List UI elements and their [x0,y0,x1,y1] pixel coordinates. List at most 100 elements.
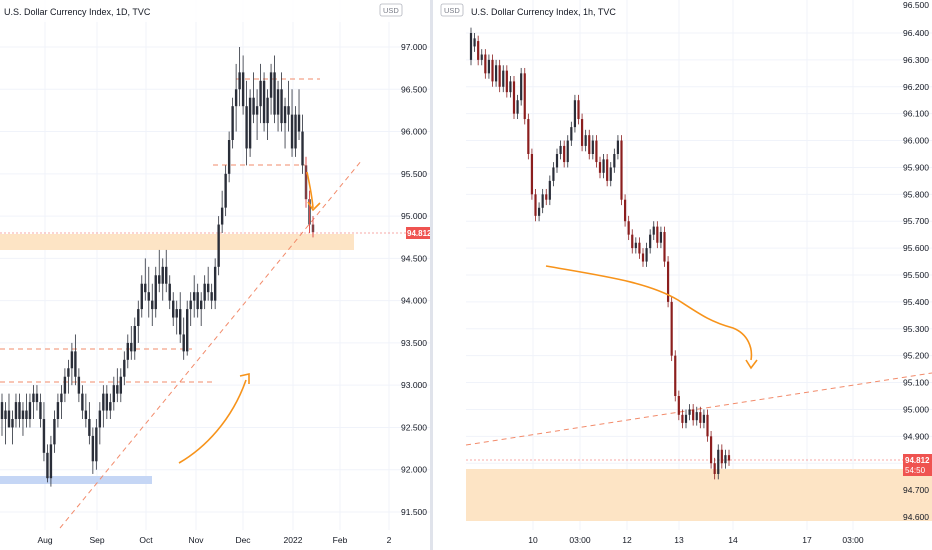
candle-body [713,463,716,474]
y-tick-label: 95.900 [903,162,929,172]
candle-body [238,72,241,90]
candle-body [641,253,645,262]
y-tick-label: 95.400 [903,297,929,307]
candle-body [577,100,580,120]
candle-body [63,376,67,394]
last-price-label: 94.812 54:50 [903,454,932,476]
candle-body [530,154,534,195]
candle-body [287,106,290,115]
candle-body [523,73,526,120]
y-tick-label: 95.000 [401,211,427,221]
candle-body [484,54,487,74]
support-zone[interactable] [466,469,932,521]
y-tick-label: 96.000 [903,136,929,146]
daily-chart-pane[interactable]: U.S. Dollar Currency Index, 1D, TVC USD … [0,0,430,550]
candle-body [126,342,129,360]
candle-body [259,80,262,107]
pane-divider[interactable] [430,0,433,550]
candle-body [652,226,655,235]
candle-body [545,194,548,200]
chart-title[interactable]: U.S. Dollar Currency Index, 1h, TVC [471,7,616,17]
candle-body [494,65,498,82]
candle-body [18,402,21,419]
hourly-chart[interactable]: U.S. Dollar Currency Index, 1h, TVC USD … [433,0,932,550]
candle-body [645,248,648,262]
y-tick-label: 96.400 [903,28,929,38]
time-axis[interactable]: 10 03:00 12 13 14 17 03:00 [528,535,864,545]
candle-body [649,234,652,249]
price-axis[interactable]: 97.000 96.500 96.000 95.500 95.000 94.500 94.0… [401,42,427,517]
candle-body [192,292,196,301]
candle-body [35,393,39,403]
x-tick-label: Oct [139,535,153,545]
y-tick-label: 94.700 [903,485,929,495]
candle-body [681,414,684,423]
candle-body [469,33,473,60]
svg-text:USD: USD [383,6,399,15]
candle-body [516,100,519,114]
x-tick-label: 13 [674,535,684,545]
candle-body [56,402,60,419]
currency-badge[interactable]: USD [379,3,403,17]
candle-body [623,199,627,222]
candle-body [98,410,102,428]
y-tick-label: 96.100 [903,109,929,119]
time-axis[interactable]: Aug Sep Oct Nov Dec 2022 Feb 2 [37,535,391,545]
y-tick-label: 96.000 [401,127,427,137]
rising-trendline[interactable] [59,159,363,529]
candle-body [241,72,245,107]
candle-body [684,414,688,423]
candle-body [266,97,269,124]
chart-title[interactable]: U.S. Dollar Currency Index, 1D, TVC [4,7,151,17]
candle-body [42,419,46,453]
candle-body [262,80,266,124]
candle-body [512,81,516,114]
y-tick-label: 96.200 [903,82,929,92]
candle-body [255,106,259,115]
bullish-arrow-curve[interactable] [178,379,247,464]
price-axis[interactable]: 96.400 96.300 96.200 96.100 96.000 95.900 95.8… [903,0,929,522]
x-tick-label: Nov [188,535,204,545]
candle-body [276,89,280,115]
y-tick-label: 91.500 [401,507,427,517]
y-tick-label: 96.500 [401,84,427,94]
y-tick-label: 95.800 [903,189,929,199]
projection-curve[interactable] [545,265,753,361]
bearish-arrow-curve[interactable] [306,171,314,209]
candle-body [88,419,91,436]
y-tick-label: 95.300 [903,324,929,334]
candle-body [294,114,297,149]
candle-body [172,300,175,318]
bullish-arrow-head [239,373,250,384]
projection-arrow-head [745,359,758,370]
candle-body [112,385,116,403]
candle-body [147,292,150,301]
candle-body [220,207,224,225]
rising-trendline[interactable] [465,372,932,446]
low-zone[interactable] [0,476,152,484]
candle-body [165,266,168,284]
candle-body [74,351,77,377]
currency-badge[interactable]: USD [440,3,464,17]
candle-body [297,114,301,132]
candle-body [491,59,494,82]
candle-body [663,231,666,262]
daily-chart[interactable]: U.S. Dollar Currency Index, 1D, TVC USD … [0,0,430,550]
title-backdrop [0,0,430,22]
x-tick-label: 17 [802,535,812,545]
support-zone[interactable] [0,234,354,250]
x-tick-label: 2 [387,535,392,545]
y-tick-label: 95.200 [903,351,929,361]
candle-body [28,402,32,419]
candle-body [130,342,133,352]
candle-body [280,89,283,124]
candle-body [505,70,508,93]
y-tick-label: 96.300 [903,55,929,65]
x-tick-label: 14 [728,535,738,545]
x-tick-label: 03:00 [569,535,591,545]
candle-body [509,81,512,93]
candle-body [70,351,74,369]
hourly-chart-pane[interactable]: U.S. Dollar Currency Index, 1h, TVC USD … [433,0,932,550]
candle-body [227,140,231,174]
candle-body [186,309,189,352]
